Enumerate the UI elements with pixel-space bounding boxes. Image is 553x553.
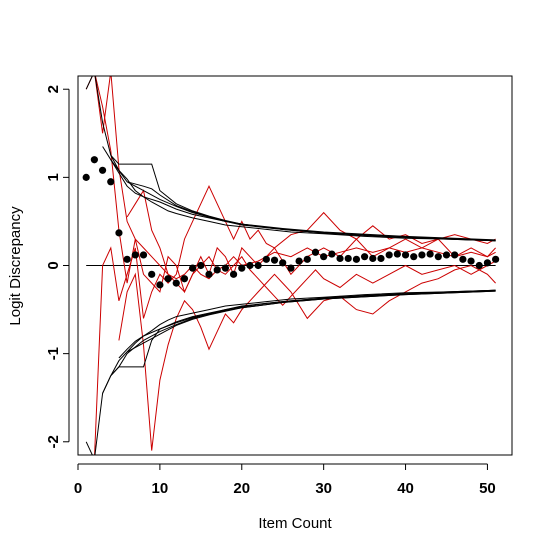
- mean-point-10: [156, 281, 164, 289]
- mean-point-2: [90, 156, 98, 164]
- mean-point-4: [107, 178, 115, 186]
- mean-point-17: [213, 266, 221, 274]
- mean-point-18: [221, 264, 229, 272]
- mean-point-43: [426, 250, 434, 258]
- mean-point-39: [393, 250, 401, 258]
- plot-clip-group: [82, 76, 500, 455]
- bound-curve-4: [110, 154, 496, 242]
- mean-point-51: [492, 255, 500, 263]
- mean-point-27: [295, 257, 303, 265]
- mean-point-14: [189, 264, 197, 272]
- mean-point-21: [246, 261, 254, 270]
- trajectory-line-3: [94, 185, 496, 455]
- mean-point-32: [336, 254, 344, 263]
- x-tick-label-0: 0: [74, 480, 82, 497]
- mean-point-37: [377, 254, 385, 263]
- mean-point-23: [262, 255, 270, 263]
- mean-point-25: [279, 259, 287, 267]
- mean-point-31: [328, 250, 336, 258]
- bound-curve-1: [85, 76, 496, 242]
- axes: 0 10 20 30 40 50 -2 -1 0 1 2: [45, 75, 513, 497]
- x-tick-label-50: 50: [479, 480, 496, 497]
- plot-frame: [77, 75, 513, 456]
- y-tick-label-0: 0: [45, 261, 62, 269]
- mean-point-16: [205, 270, 213, 278]
- mean-point-34: [352, 255, 361, 263]
- mean-point-35: [361, 253, 369, 261]
- mean-point-24: [270, 256, 279, 264]
- mean-point-1: [82, 173, 90, 181]
- mean-point-48: [467, 257, 475, 265]
- mean-point-36: [369, 254, 377, 263]
- mean-point-44: [434, 253, 442, 261]
- x-tick-label-30: 30: [315, 480, 332, 497]
- bound-curve-10: [126, 290, 496, 353]
- mean-point-46: [451, 251, 459, 259]
- y-axis-label: Logit Discrepancy: [7, 206, 24, 326]
- y-tick-label-1: 1: [45, 173, 62, 181]
- mean-point-38: [385, 251, 393, 259]
- trajectory-line-1: [85, 76, 496, 280]
- mean-point-33: [344, 254, 352, 263]
- mean-point-19: [229, 270, 238, 278]
- x-axis-label: Item Count: [258, 515, 332, 532]
- mean-point-6: [123, 255, 131, 263]
- mean-point-26: [287, 264, 295, 272]
- y-tick-label-2: 2: [45, 85, 62, 93]
- mean-point-15: [197, 261, 205, 270]
- mean-point-45: [442, 251, 451, 259]
- mean-point-8: [139, 251, 148, 259]
- mean-point-5: [115, 229, 123, 237]
- bound-curve-5: [126, 181, 496, 241]
- mean-point-50: [483, 259, 492, 267]
- mean-point-40: [401, 251, 410, 259]
- mean-point-30: [320, 253, 328, 261]
- y-tick-label--2: -2: [45, 435, 62, 448]
- mean-point-47: [459, 255, 467, 263]
- mean-point-42: [418, 251, 426, 259]
- mean-point-12: [172, 279, 180, 287]
- x-tick-label-20: 20: [233, 480, 250, 497]
- y-tick-label--1: -1: [45, 347, 62, 360]
- mean-point-3: [98, 166, 107, 174]
- mean-point-22: [254, 261, 262, 270]
- mean-point-20: [238, 264, 246, 272]
- mean-point-28: [303, 255, 311, 263]
- x-tick-label-40: 40: [397, 480, 414, 497]
- mean-point-7: [131, 251, 139, 259]
- bound-curve-8: [110, 289, 496, 377]
- mean-point-49: [475, 261, 483, 270]
- mean-point-11: [164, 275, 172, 283]
- plot-area: [82, 76, 500, 455]
- x-tick-label-10: 10: [152, 480, 169, 497]
- mean-point-13: [180, 275, 189, 283]
- trajectory-line-2: [94, 76, 496, 294]
- mean-point-41: [410, 253, 418, 261]
- trajectory-line-4: [118, 264, 496, 451]
- mean-point-29: [311, 248, 320, 256]
- mean-point-9: [148, 270, 156, 278]
- bound-curve-2: [102, 146, 496, 242]
- bound-curve-6: [85, 289, 496, 455]
